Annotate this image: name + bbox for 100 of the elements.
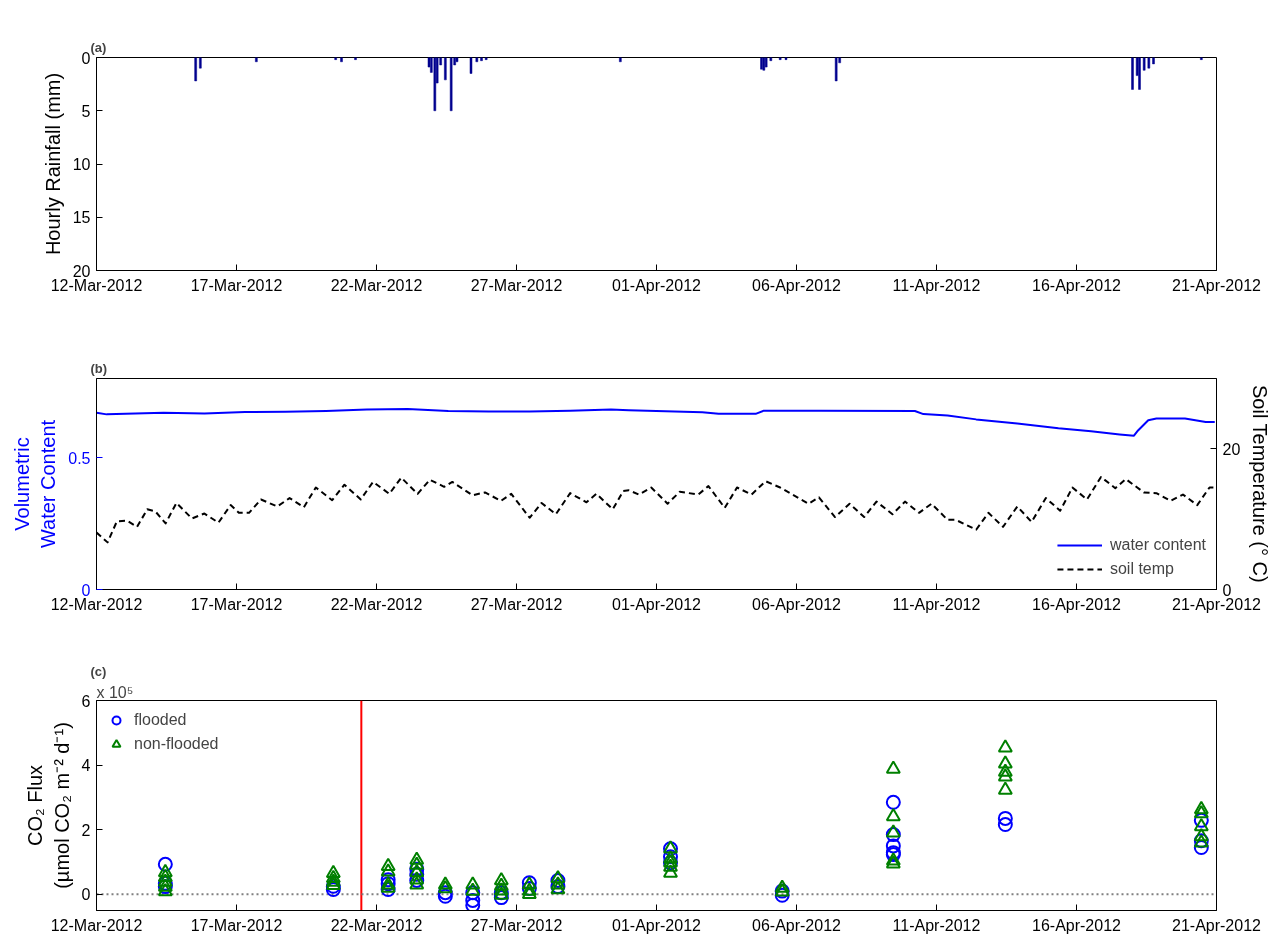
point	[465, 885, 481, 901]
bar	[784, 57, 788, 60]
x-tick-label: 16-Apr-2012	[1032, 916, 1122, 934]
x-tick-label: 06-Apr-2012	[752, 595, 842, 613]
point	[885, 838, 901, 854]
legend-label: water content	[1109, 536, 1206, 554]
x-tick-label: 17-Mar-2012	[190, 916, 283, 934]
legend-label: non-flooded	[134, 735, 219, 753]
x-tick-label: 22-Mar-2012	[330, 916, 423, 934]
point	[997, 817, 1013, 833]
x-tick-label: 27-Mar-2012	[470, 276, 563, 294]
y-tick-label: 5	[81, 102, 91, 120]
y-tick-label: 0.5	[68, 449, 91, 467]
y-tick-label: 0	[81, 886, 91, 904]
point	[465, 882, 481, 896]
point	[774, 879, 790, 893]
point	[465, 897, 481, 911]
bar	[449, 57, 453, 111]
x-tick-label: 21-Apr-2012	[1172, 916, 1262, 934]
point	[550, 876, 566, 890]
point	[885, 824, 901, 838]
point	[997, 763, 1013, 777]
x-tick-label: 17-Mar-2012	[190, 276, 283, 294]
x-tick-label: 22-Mar-2012	[330, 276, 423, 294]
x-tick-label: 27-Mar-2012	[470, 916, 563, 934]
point	[493, 877, 509, 891]
chart-title: (c)	[90, 663, 107, 679]
point	[521, 885, 537, 900]
x-tick-label: 12-Mar-2012	[50, 916, 143, 934]
point	[409, 851, 425, 865]
point	[663, 864, 678, 878]
x-tick-label: 27-Mar-2012	[470, 595, 563, 613]
point	[380, 882, 396, 897]
point	[885, 827, 901, 843]
point	[550, 872, 566, 888]
x-tick-label: 06-Apr-2012	[752, 276, 842, 294]
point	[380, 857, 396, 871]
point	[885, 760, 901, 774]
point	[997, 755, 1013, 769]
x-tick-label: 17-Mar-2012	[190, 595, 283, 613]
x-tick-label: 01-Apr-2012	[612, 276, 702, 294]
bar	[1200, 57, 1203, 60]
x-tick-label: 06-Apr-2012	[752, 916, 842, 934]
y-tick-label: 10	[72, 156, 91, 173]
point	[997, 810, 1013, 826]
x-tick-label: 11-Apr-2012	[892, 595, 981, 613]
bar	[1138, 57, 1141, 90]
bar	[484, 57, 488, 60]
point	[380, 863, 396, 877]
x-tick-label: 11-Apr-2012	[892, 916, 981, 934]
bar	[334, 57, 337, 60]
point	[1193, 800, 1209, 815]
point	[997, 781, 1013, 795]
bar	[199, 57, 202, 69]
bar	[764, 57, 768, 68]
bar	[1142, 57, 1146, 71]
y-axis-title: Hourly Rainfall (mm)	[41, 72, 64, 256]
point	[997, 739, 1013, 753]
point	[493, 882, 509, 896]
bar	[1152, 57, 1155, 65]
bar	[455, 57, 459, 63]
point	[325, 873, 341, 887]
point	[550, 870, 566, 884]
bar	[444, 57, 447, 81]
bar	[619, 57, 622, 63]
text: x 10⁵	[96, 683, 134, 701]
point	[1193, 817, 1209, 832]
bar	[354, 57, 357, 60]
point	[409, 876, 425, 890]
x-tick-label: 21-Apr-2012	[1172, 276, 1262, 294]
point	[325, 864, 341, 879]
y2-tick-label: 20	[1222, 440, 1241, 458]
bar	[475, 57, 479, 63]
y-tick-label: 6	[81, 692, 91, 710]
chart-title: (b)	[90, 360, 108, 376]
x-tick-label: 22-Mar-2012	[330, 595, 423, 613]
point	[157, 868, 173, 882]
x-tick-label: 16-Apr-2012	[1032, 595, 1122, 613]
point	[493, 890, 509, 906]
chart-title: (a)	[90, 39, 107, 55]
point	[157, 873, 173, 887]
bar	[194, 57, 197, 82]
point	[409, 856, 425, 870]
point	[380, 872, 396, 888]
legend-label: soil temp	[1109, 560, 1174, 578]
y2-axis-title: Soil Temperature (° C)	[1249, 384, 1272, 583]
x-tick-label: 11-Apr-2012	[892, 276, 981, 294]
bar	[469, 57, 473, 74]
point	[1193, 828, 1209, 842]
line-series	[96, 408, 1216, 437]
point	[325, 882, 341, 897]
y-axis-title: Volumetric Water Content	[10, 419, 60, 549]
bar	[340, 57, 343, 63]
x-tick-label: 01-Apr-2012	[612, 916, 702, 934]
y-tick-label: 0	[81, 49, 91, 67]
point	[465, 893, 481, 908]
point	[1193, 805, 1209, 819]
bar	[1147, 57, 1151, 69]
bar	[834, 57, 838, 82]
point	[465, 876, 481, 890]
